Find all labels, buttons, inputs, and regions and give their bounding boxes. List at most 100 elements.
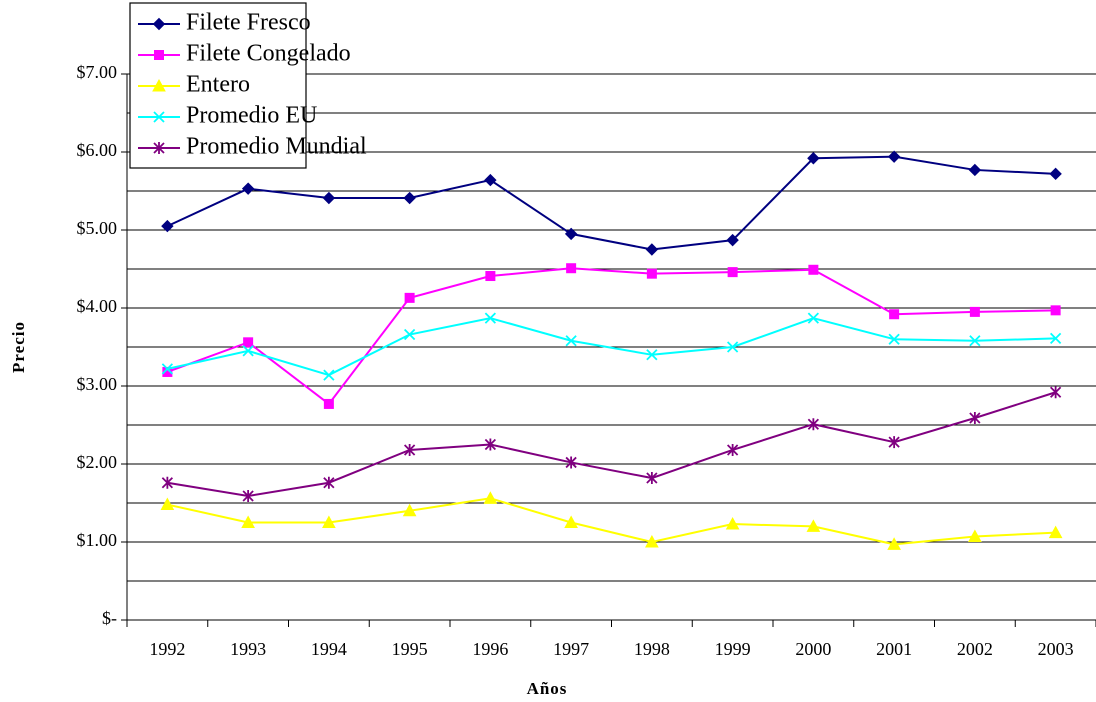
marker: [807, 418, 820, 431]
marker: [403, 191, 416, 205]
marker-shape: [564, 515, 578, 528]
x-tick-label: 1997: [553, 639, 589, 659]
marker-shape: [153, 111, 165, 123]
marker: [404, 292, 415, 303]
marker-shape: [1049, 332, 1062, 345]
marker: [807, 152, 820, 165]
marker: [887, 537, 901, 550]
marker: [323, 398, 334, 409]
marker: [1048, 525, 1063, 539]
marker: [1049, 332, 1062, 345]
marker-shape: [726, 233, 739, 247]
x-tick-label: 2003: [1038, 639, 1074, 659]
y-tick-label: $4.00: [77, 296, 118, 316]
marker-shape: [484, 312, 497, 324]
marker: [241, 182, 255, 195]
marker-shape: [323, 398, 334, 409]
marker: [646, 349, 658, 361]
marker: [161, 219, 174, 233]
marker-shape: [1050, 305, 1061, 316]
marker-shape: [152, 17, 166, 31]
marker: [645, 534, 659, 548]
marker: [888, 436, 900, 449]
x-tick-label: 1992: [149, 639, 185, 659]
marker: [485, 271, 496, 282]
marker: [322, 515, 336, 528]
marker-shape: [889, 309, 900, 320]
marker-shape: [241, 182, 255, 195]
marker: [887, 150, 901, 163]
marker: [565, 335, 577, 347]
series-line: [166, 155, 1056, 251]
marker: [402, 503, 417, 517]
marker: [968, 529, 982, 543]
marker-shape: [807, 152, 820, 165]
marker-shape: [404, 292, 415, 303]
marker-shape: [646, 268, 657, 279]
marker-shape: [1049, 386, 1062, 399]
marker: [564, 227, 578, 241]
legend-label: Promedio Mundial: [186, 134, 367, 160]
marker: [726, 341, 739, 353]
marker-shape: [969, 411, 981, 424]
marker: [153, 111, 165, 123]
marker-shape: [161, 363, 174, 375]
marker: [968, 163, 982, 177]
marker-shape: [645, 243, 659, 256]
marker: [889, 309, 900, 320]
marker: [969, 306, 980, 317]
marker-shape: [646, 472, 658, 485]
x-tick-label: 2002: [957, 639, 993, 659]
marker: [484, 438, 497, 451]
marker-shape: [154, 50, 164, 60]
x-tick-label: 2000: [795, 639, 831, 659]
marker-shape: [484, 173, 497, 187]
legend-label: Entero: [186, 72, 250, 98]
marker: [969, 335, 981, 347]
marker: [646, 268, 657, 279]
marker-shape: [887, 150, 901, 163]
marker-shape: [565, 335, 577, 347]
marker-shape: [322, 191, 336, 205]
marker: [645, 243, 659, 256]
marker-shape: [806, 519, 821, 532]
y-tick-label: $5.00: [77, 218, 118, 238]
marker: [484, 312, 497, 324]
marker-shape: [403, 191, 416, 205]
marker-shape: [1049, 167, 1062, 181]
marker: [1050, 305, 1061, 316]
marker: [242, 489, 254, 502]
marker: [483, 491, 498, 504]
y-axis-title: Precio: [9, 321, 28, 373]
marker-shape: [153, 142, 165, 154]
marker-shape: [646, 349, 658, 361]
y-tick-label: $7.00: [77, 62, 118, 82]
marker-shape: [808, 264, 819, 275]
y-tick-label: $-: [102, 608, 117, 628]
marker: [154, 50, 164, 60]
marker: [323, 369, 335, 381]
marker: [727, 267, 738, 278]
marker-shape: [969, 335, 981, 347]
marker-shape: [152, 78, 166, 92]
x-tick-label: 1994: [311, 639, 347, 659]
marker-shape: [242, 345, 254, 357]
marker: [243, 337, 254, 348]
marker-shape: [564, 227, 578, 241]
marker-shape: [645, 534, 659, 548]
marker-shape: [565, 456, 577, 469]
marker-shape: [162, 366, 173, 377]
marker-shape: [1048, 525, 1063, 539]
marker: [241, 515, 255, 528]
marker: [725, 517, 740, 530]
y-tick-label: $3.00: [77, 374, 118, 394]
marker-shape: [323, 476, 335, 489]
legend-label: Promedio EU: [186, 103, 317, 129]
marker: [808, 264, 819, 275]
marker-shape: [887, 537, 901, 550]
marker: [1049, 167, 1062, 181]
marker: [565, 456, 577, 469]
marker-shape: [484, 438, 497, 451]
marker-shape: [160, 497, 175, 511]
